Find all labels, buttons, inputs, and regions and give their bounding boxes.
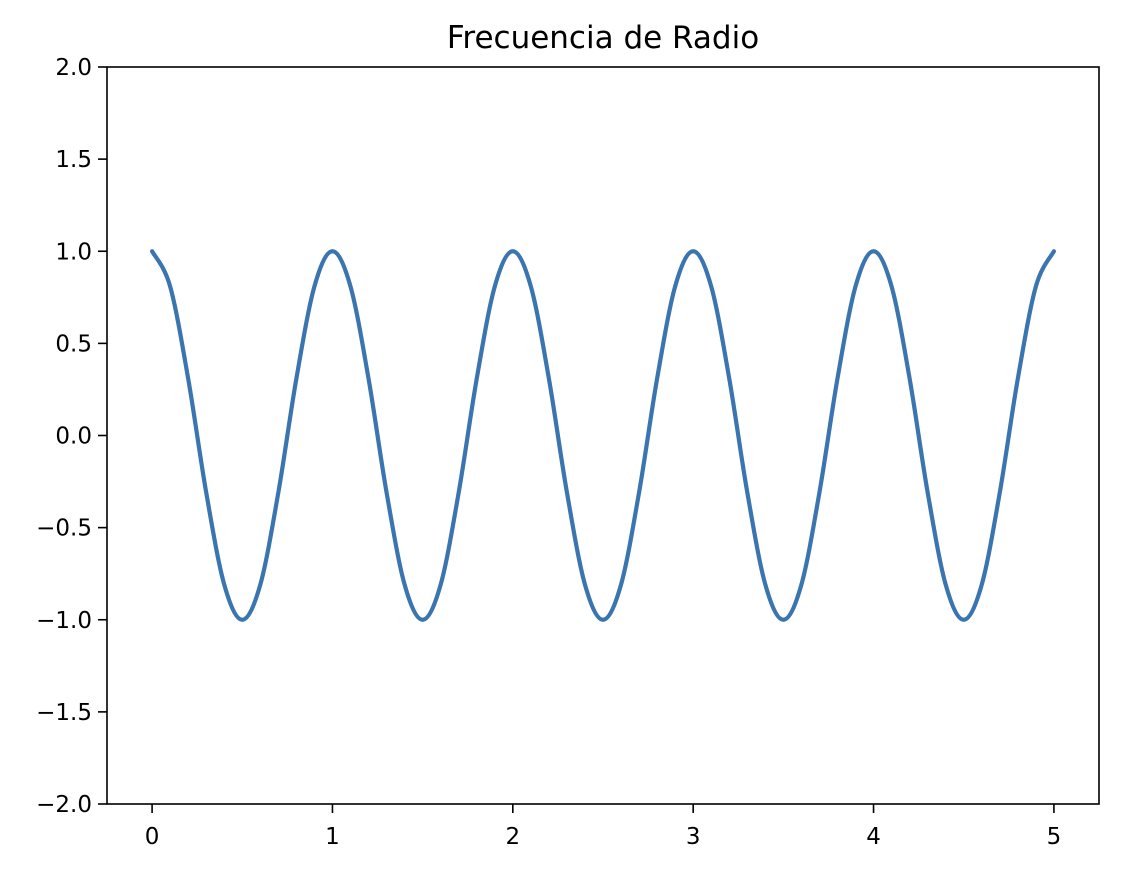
- x-tick-label: 1: [325, 824, 340, 850]
- series-layer: [149, 249, 1057, 622]
- y-tick-label: −2.0: [36, 792, 92, 818]
- y-tick-label: 1.5: [55, 147, 92, 173]
- y-tick-label: −0.5: [36, 516, 92, 542]
- y-tick-label: −1.5: [36, 700, 92, 726]
- plot-frame: [106, 66, 1100, 805]
- y-axis: 2.0 1.5 1.0 0.5 0.0 −0.5 −1.0 −1.5 −2.0: [36, 55, 107, 818]
- chart-title: Frecuencia de Radio: [447, 20, 759, 56]
- x-tick-label: 4: [866, 824, 881, 850]
- y-tick-label: 0.5: [55, 331, 92, 357]
- y-tick-label: −1.0: [36, 608, 92, 634]
- x-tick-label: 3: [686, 824, 701, 850]
- y-tick-label: 0.0: [55, 424, 92, 450]
- x-tick-label: 0: [145, 824, 160, 850]
- x-axis: 0 1 2 3 4 5: [145, 804, 1061, 850]
- y-tick-label: 1.0: [55, 239, 92, 265]
- series-line-0: [149, 249, 1057, 622]
- x-tick-label: 5: [1047, 824, 1062, 850]
- y-tick-label: 2.0: [55, 55, 92, 81]
- x-tick-label: 2: [505, 824, 520, 850]
